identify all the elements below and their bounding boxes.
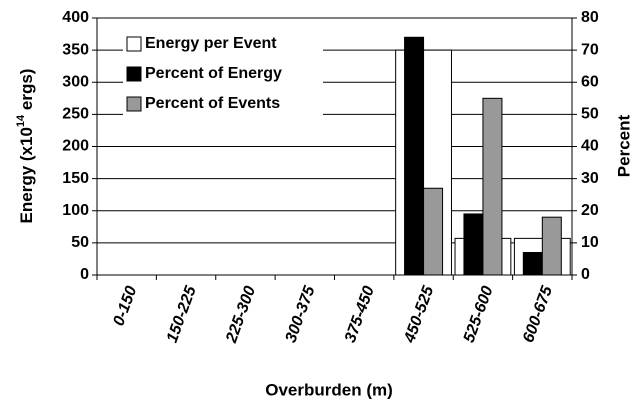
y-tick-label: 400 [62,9,89,26]
y-tick-label: 300 [62,73,89,90]
x-tick-label: 450-525 [401,283,438,346]
y-axis-title-text: Energy (x10 [17,127,36,223]
y2-tick-label: 60 [581,73,599,90]
y-tick-label: 350 [62,41,89,58]
y2-axis-title: Percent [614,114,633,177]
x-tick-label: 525-600 [461,284,497,345]
y-tick-label: 50 [71,234,89,251]
legend: Energy per Event Percent of Energy Percent… [123,30,323,118]
y2-tick-label: 80 [581,9,599,26]
y2-tick-label: 40 [581,138,599,155]
y-tick-label: 200 [62,138,89,155]
legend-label: Energy per Event [145,35,277,52]
bar [541,216,562,276]
legend-label: Percent of Energy [145,65,282,82]
x-tick-label: 300-375 [282,283,318,345]
y2-tick-label: 10 [581,234,599,251]
bar [463,213,484,276]
bar [522,252,543,276]
legend-label: Percent of Events [145,95,280,112]
legend-swatch [126,36,142,52]
legend-swatch [126,96,142,112]
y-tick-label: 0 [80,266,89,283]
y2-tick-label: 20 [581,202,599,219]
y-tick-label: 250 [62,106,89,123]
legend-background [123,30,323,118]
x-tick-label: 225-300 [223,284,259,346]
y-axis-title-suffix: ergs) [17,69,36,115]
y-tick-label: 100 [62,202,89,219]
x-axis-title: Overburden (m) [265,380,393,399]
x-tick-label: 150-225 [164,283,200,345]
y2-tick-label: 50 [581,106,599,123]
y-axis-title: Energy (x1014 ergs) [15,69,37,224]
bar [482,97,503,276]
bar [404,36,425,276]
x-tick-label: 375-450 [342,284,378,345]
legend-swatch [126,66,142,82]
y2-tick-label: 70 [581,41,599,58]
y2-tick-label: 30 [581,170,599,187]
x-tick-label: 0-150 [110,284,140,328]
bar [423,187,444,276]
x-tick-label: 600-675 [520,283,556,345]
y-tick-label: 150 [62,170,89,187]
y-axis-title-sup: 14 [15,114,27,127]
y2-tick-label: 0 [581,266,590,283]
